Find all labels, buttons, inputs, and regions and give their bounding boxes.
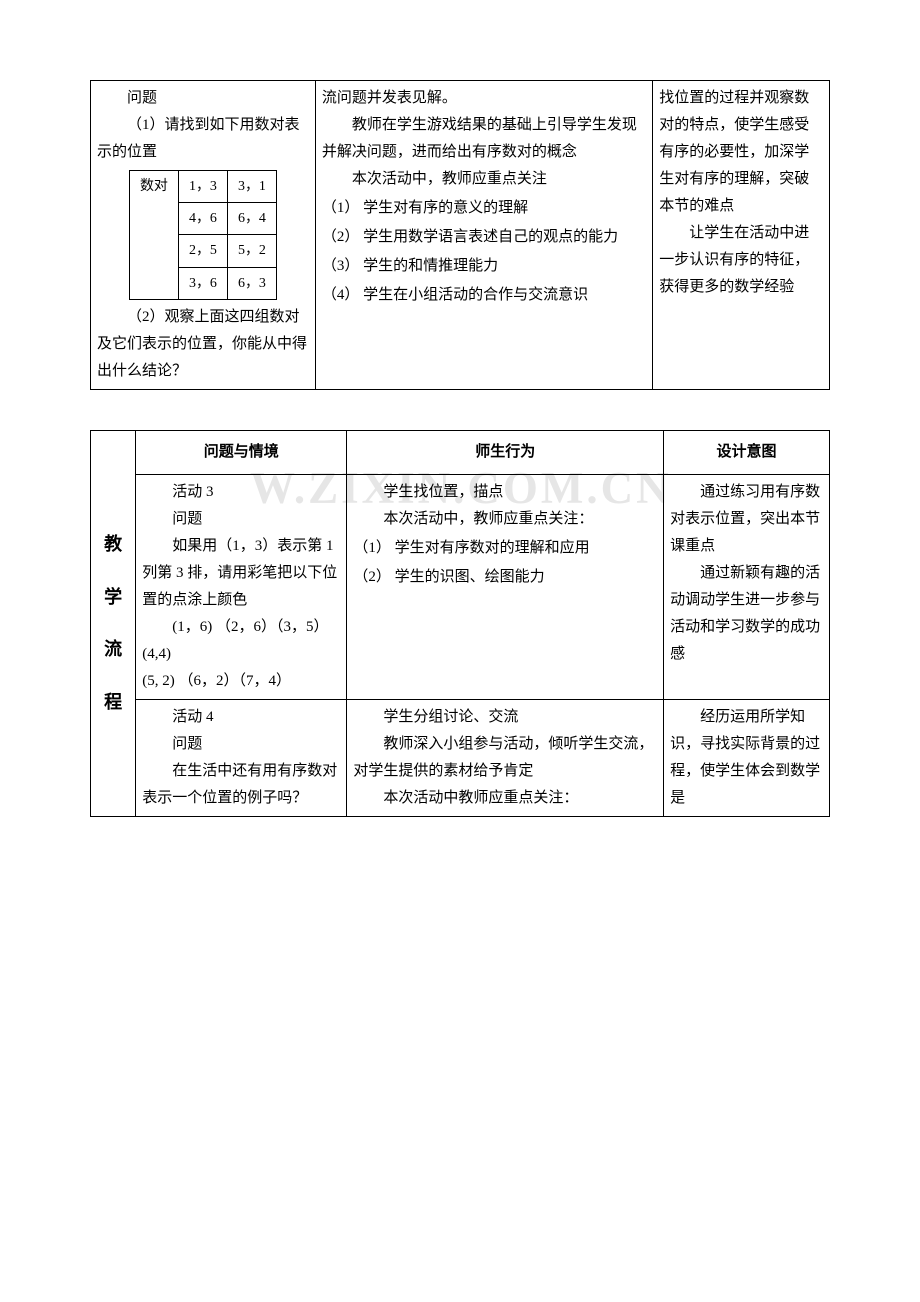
inner-r4c2: 3，6 xyxy=(178,267,227,299)
t2r2-c3: 经历运用所学知识，寻找实际背景的过程，使学生体会到数学是 xyxy=(664,699,830,816)
t2r2c2-c: 本次活动中教师应重点关注： xyxy=(353,785,657,812)
t2r1c3-a: 通过练习用有序数对表示位置，突出本节课重点 xyxy=(670,479,823,560)
side-c4: 程 xyxy=(97,686,129,718)
t1c3-text2: 让学生在活动中进一步认识有序的特征，获得更多的数学经验 xyxy=(659,220,823,301)
t2r1c2-list: （1） 学生对有序数对的理解和应用 （2） 学生的识图、绘图能力 xyxy=(353,535,657,591)
t1c2-i2: （2） 学生用数学语言表述自己的观点的能力 xyxy=(322,224,646,251)
t1c2-line1: 流问题并发表见解。 xyxy=(322,85,646,112)
t2r1-c1: 活动 3 问题 如果用（1，3）表示第 1 列第 3 排，请用彩笔把以下位置的点… xyxy=(136,474,347,699)
t2r2c2-a: 学生分组讨论、交流 xyxy=(353,704,657,731)
t2r1c1-b: 问题 xyxy=(142,506,340,533)
t2r2c1-c: 在生活中还有用有序数对表示一个位置的例子吗？ xyxy=(142,758,340,812)
t2r1c3-b: 通过新颖有趣的活动调动学生进一步参与活动和学习数学的成功感 xyxy=(670,560,823,668)
side-c2: 学 xyxy=(97,581,129,613)
inner-r2c2: 4，6 xyxy=(178,203,227,235)
t2r1c2-a: 学生找位置，描点 xyxy=(353,479,657,506)
t2-h1: 问题与情境 xyxy=(136,430,347,474)
t1c2-i3: （3） 学生的和情推理能力 xyxy=(322,253,646,280)
t2-h2: 师生行为 xyxy=(347,430,664,474)
t2r1c1-f: (5, 2) （6，2）（7，4） xyxy=(142,668,340,695)
t1c2-line3: 本次活动中，教师应重点关注 xyxy=(322,166,646,193)
t2r1c2-i1: （1） 学生对有序数对的理解和应用 xyxy=(353,535,657,562)
lesson-table-1: 问题 （1）请找到如下用数对表示的位置 数对 1，3 3，1 4，6 6，4 2… xyxy=(90,80,830,390)
t1c2-line2: 教师在学生游戏结果的基础上引导学生发现并解决问题，进而给出有序数对的概念 xyxy=(322,112,646,166)
table2-wrap: W.ZIXIN.COM.CN 教 学 流 程 问题与情境 师生行为 设计意图 活… xyxy=(90,430,830,817)
t2r2-c1: 活动 4 问题 在生活中还有用有序数对表示一个位置的例子吗？ xyxy=(136,699,347,816)
t1-col1: 问题 （1）请找到如下用数对表示的位置 数对 1，3 3，1 4，6 6，4 2… xyxy=(91,81,316,390)
t2r1c2-b: 本次活动中，教师应重点关注： xyxy=(353,506,657,533)
inner-label: 数对 xyxy=(129,171,178,300)
side-c1: 教 xyxy=(97,528,129,560)
t1c3-text: 找位置的过程并观察数对的特点，使学生感受有序的必要性，加深学生对有序的理解，突破… xyxy=(659,85,823,220)
inner-r1c2: 1，3 xyxy=(178,171,227,203)
t1c1-line3: （2）观察上面这四组数对及它们表示的位置，你能从中得出什么结论？ xyxy=(97,304,309,385)
inner-r1c3: 3，1 xyxy=(227,171,276,203)
side-label: 教 学 流 程 xyxy=(91,430,136,816)
t1c1-line1: 问题 xyxy=(97,85,309,112)
t2r1c1-e: (4,4) xyxy=(142,641,340,668)
t1c1-line2: （1）请找到如下用数对表示的位置 xyxy=(97,112,309,166)
t2r1c2-i2: （2） 学生的识图、绘图能力 xyxy=(353,564,657,591)
t2r2c3-a: 经历运用所学知识，寻找实际背景的过程，使学生体会到数学是 xyxy=(670,704,823,812)
t2r1-c2: 学生找位置，描点 本次活动中，教师应重点关注： （1） 学生对有序数对的理解和应… xyxy=(347,474,664,699)
side-c3: 流 xyxy=(97,633,129,665)
t2r1c1-c: 如果用（1，3）表示第 1 列第 3 排，请用彩笔把以下位置的点涂上颜色 xyxy=(142,533,340,614)
t2r2c1-b: 问题 xyxy=(142,731,340,758)
inner-r4c3: 6，3 xyxy=(227,267,276,299)
t1-col2: 流问题并发表见解。 教师在学生游戏结果的基础上引导学生发现并解决问题，进而给出有… xyxy=(315,81,652,390)
t2r1-c3: 通过练习用有序数对表示位置，突出本节课重点 通过新颖有趣的活动调动学生进一步参与… xyxy=(664,474,830,699)
t2r1c1-a: 活动 3 xyxy=(142,479,340,506)
inner-r3c2: 2，5 xyxy=(178,235,227,267)
t1-col3: 找位置的过程并观察数对的特点，使学生感受有序的必要性，加深学生对有序的理解，突破… xyxy=(653,81,830,390)
t2r2-c2: 学生分组讨论、交流 教师深入小组参与活动，倾听学生交流，对学生提供的素材给予肯定… xyxy=(347,699,664,816)
t2r1c1-d: (1，6) （2，6）（3，5） xyxy=(142,614,340,641)
t2-h3: 设计意图 xyxy=(664,430,830,474)
t1c2-list: （1） 学生对有序的意义的理解 （2） 学生用数学语言表述自己的观点的能力 （3… xyxy=(322,195,646,309)
t2r2c1-a: 活动 4 xyxy=(142,704,340,731)
t2r2c2-b: 教师深入小组参与活动，倾听学生交流，对学生提供的素材给予肯定 xyxy=(353,731,657,785)
number-pair-table: 数对 1，3 3，1 4，6 6，4 2，5 5，2 3，6 6，3 xyxy=(129,170,277,300)
inner-r2c3: 6，4 xyxy=(227,203,276,235)
t1c2-i1: （1） 学生对有序的意义的理解 xyxy=(322,195,646,222)
lesson-table-2: 教 学 流 程 问题与情境 师生行为 设计意图 活动 3 问题 如果用（1，3）… xyxy=(90,430,830,817)
inner-r3c3: 5，2 xyxy=(227,235,276,267)
t1c2-i4: （4） 学生在小组活动的合作与交流意识 xyxy=(322,282,646,309)
